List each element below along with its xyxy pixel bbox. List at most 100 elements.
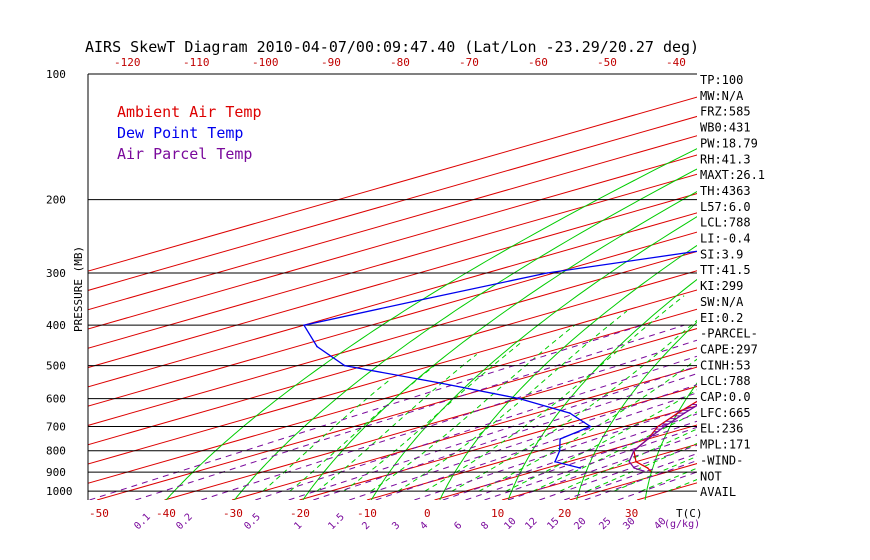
stat-line: WB0:431 [700,121,751,135]
isotherm-line [88,115,697,291]
dry-adiabat-line [439,244,697,500]
stat-line: CAPE:297 [700,342,758,356]
series-ambient-temp [633,400,697,472]
legend-item-dewpoint: Dew Point Temp [117,124,243,142]
bottom-temp-tick-label: 10 [491,507,504,520]
data-point [810,199,812,201]
data-point [796,346,798,348]
dry-adiabat-line [848,74,870,500]
stat-line: SW:N/A [700,295,744,309]
mixing-ratio-tick-label: 0.5 [242,512,263,533]
data-point [649,470,652,472]
dry-adiabat-line [370,216,697,500]
isotherm-line [88,154,697,330]
stat-line: -WIND- [700,453,743,467]
data-point [854,300,856,302]
dry-adiabat-line [234,168,697,500]
legend-item-parcel: Air Parcel Temp [117,145,252,163]
stat-line: MPL:171 [700,438,751,452]
data-point [343,364,346,367]
mixing-ratio-tick-label: 1 [292,520,304,532]
data-point [559,438,561,440]
isotherm-line [88,212,697,388]
bottom-temp-tick-label: 20 [558,507,571,520]
bottom-temp-tick-label: -10 [357,507,377,520]
data-point [796,346,798,348]
data-point [569,412,571,414]
mixing-ratio-line [89,324,643,500]
stat-line: EL:236 [700,422,743,436]
isotherm-line [434,424,697,500]
data-point [438,382,441,384]
dry-adiabat-line [302,190,697,500]
bottom-temp-tick-label: -20 [290,507,310,520]
series-dewpoint-temp [302,250,697,469]
pressure-tick-label: 800 [46,445,66,458]
moist-adiabat-line [370,324,576,492]
stat-line: L57:6.0 [700,200,751,214]
mixing-ratio-tick-label: 20 [572,516,588,532]
moist-adiabat-line [343,342,522,492]
mixing-ratio-tick-label: 3 [390,520,402,532]
data-point [414,300,417,302]
chart-title: AIRS SkewT Diagram 2010-04-07/00:09:47.4… [85,38,699,56]
mixing-ratio-line [564,453,697,500]
mixing-ratio-tick-label: 12 [523,516,539,532]
top-temp-tick-label: -120 [114,56,141,69]
stat-line: MW:N/A [700,89,744,103]
data-point [579,467,581,469]
moist-adiabat-line [586,442,697,492]
stat-line: CAP:0.0 [700,390,751,404]
stat-line: EI:0.2 [700,311,743,325]
isotherm-line [88,193,697,369]
top-temp-tick-label: -90 [321,56,341,69]
mixing-ratio-tick-label: 25 [597,516,613,532]
top-temp-tick-label: -60 [528,56,548,69]
pressure-tick-label: 200 [46,194,66,207]
bottom-temp-tick-label: 0 [424,507,431,520]
stat-line: LCL:788 [700,216,751,230]
isotherm-line [88,308,697,484]
stat-line: NOT [700,469,722,483]
isotherm-line [164,347,697,500]
stat-line: LCL:788 [700,374,751,388]
moist-adiabat-line [667,479,697,492]
isotherm-line [88,96,697,272]
mixing-ratio-line [135,324,685,500]
mixing-ratio-tick-label: 0.1 [132,512,153,533]
dry-adiabat-line [165,148,697,500]
pressure-tick-label: 1000 [46,485,73,498]
top-temp-tick-label: -70 [459,56,479,69]
moist-adiabat-line [451,319,697,492]
top-temp-tick-label: -50 [597,56,617,69]
stat-line: RH:41.3 [700,152,751,166]
isotherm-line [501,443,697,500]
pressure-tick-label: 900 [46,466,66,479]
mixing-ratio-tick-label: 4 [418,520,430,532]
stat-line: TH:4363 [700,184,751,198]
pressure-tick-label: 400 [46,319,66,332]
mixing-ratio-tick-label: 0.2 [174,512,195,533]
data-point [633,449,635,452]
mixing-ratio-tick-label: 1.5 [326,512,347,533]
mixing-ratio-line [349,384,697,500]
top-temp-tick-label: -40 [666,56,686,69]
stat-line: SI:3.9 [700,247,743,261]
mixing-ratio-line [539,444,697,500]
isotherm-line [88,135,697,311]
temp-unit-label: T(C) [676,507,703,520]
pressure-tick-label: 700 [46,421,66,434]
data-point [830,324,832,326]
mixing-ratio-line [584,460,697,500]
moist-adiabat-line [397,310,628,492]
data-point [316,345,318,348]
stat-line: AVAIL [700,485,736,499]
pressure-tick-label: 500 [46,360,66,373]
data-point [643,470,645,472]
pressure-tick-label: 600 [46,393,66,406]
data-point [646,467,649,469]
mixing-ratio-line [484,426,697,500]
data-point [303,324,305,327]
